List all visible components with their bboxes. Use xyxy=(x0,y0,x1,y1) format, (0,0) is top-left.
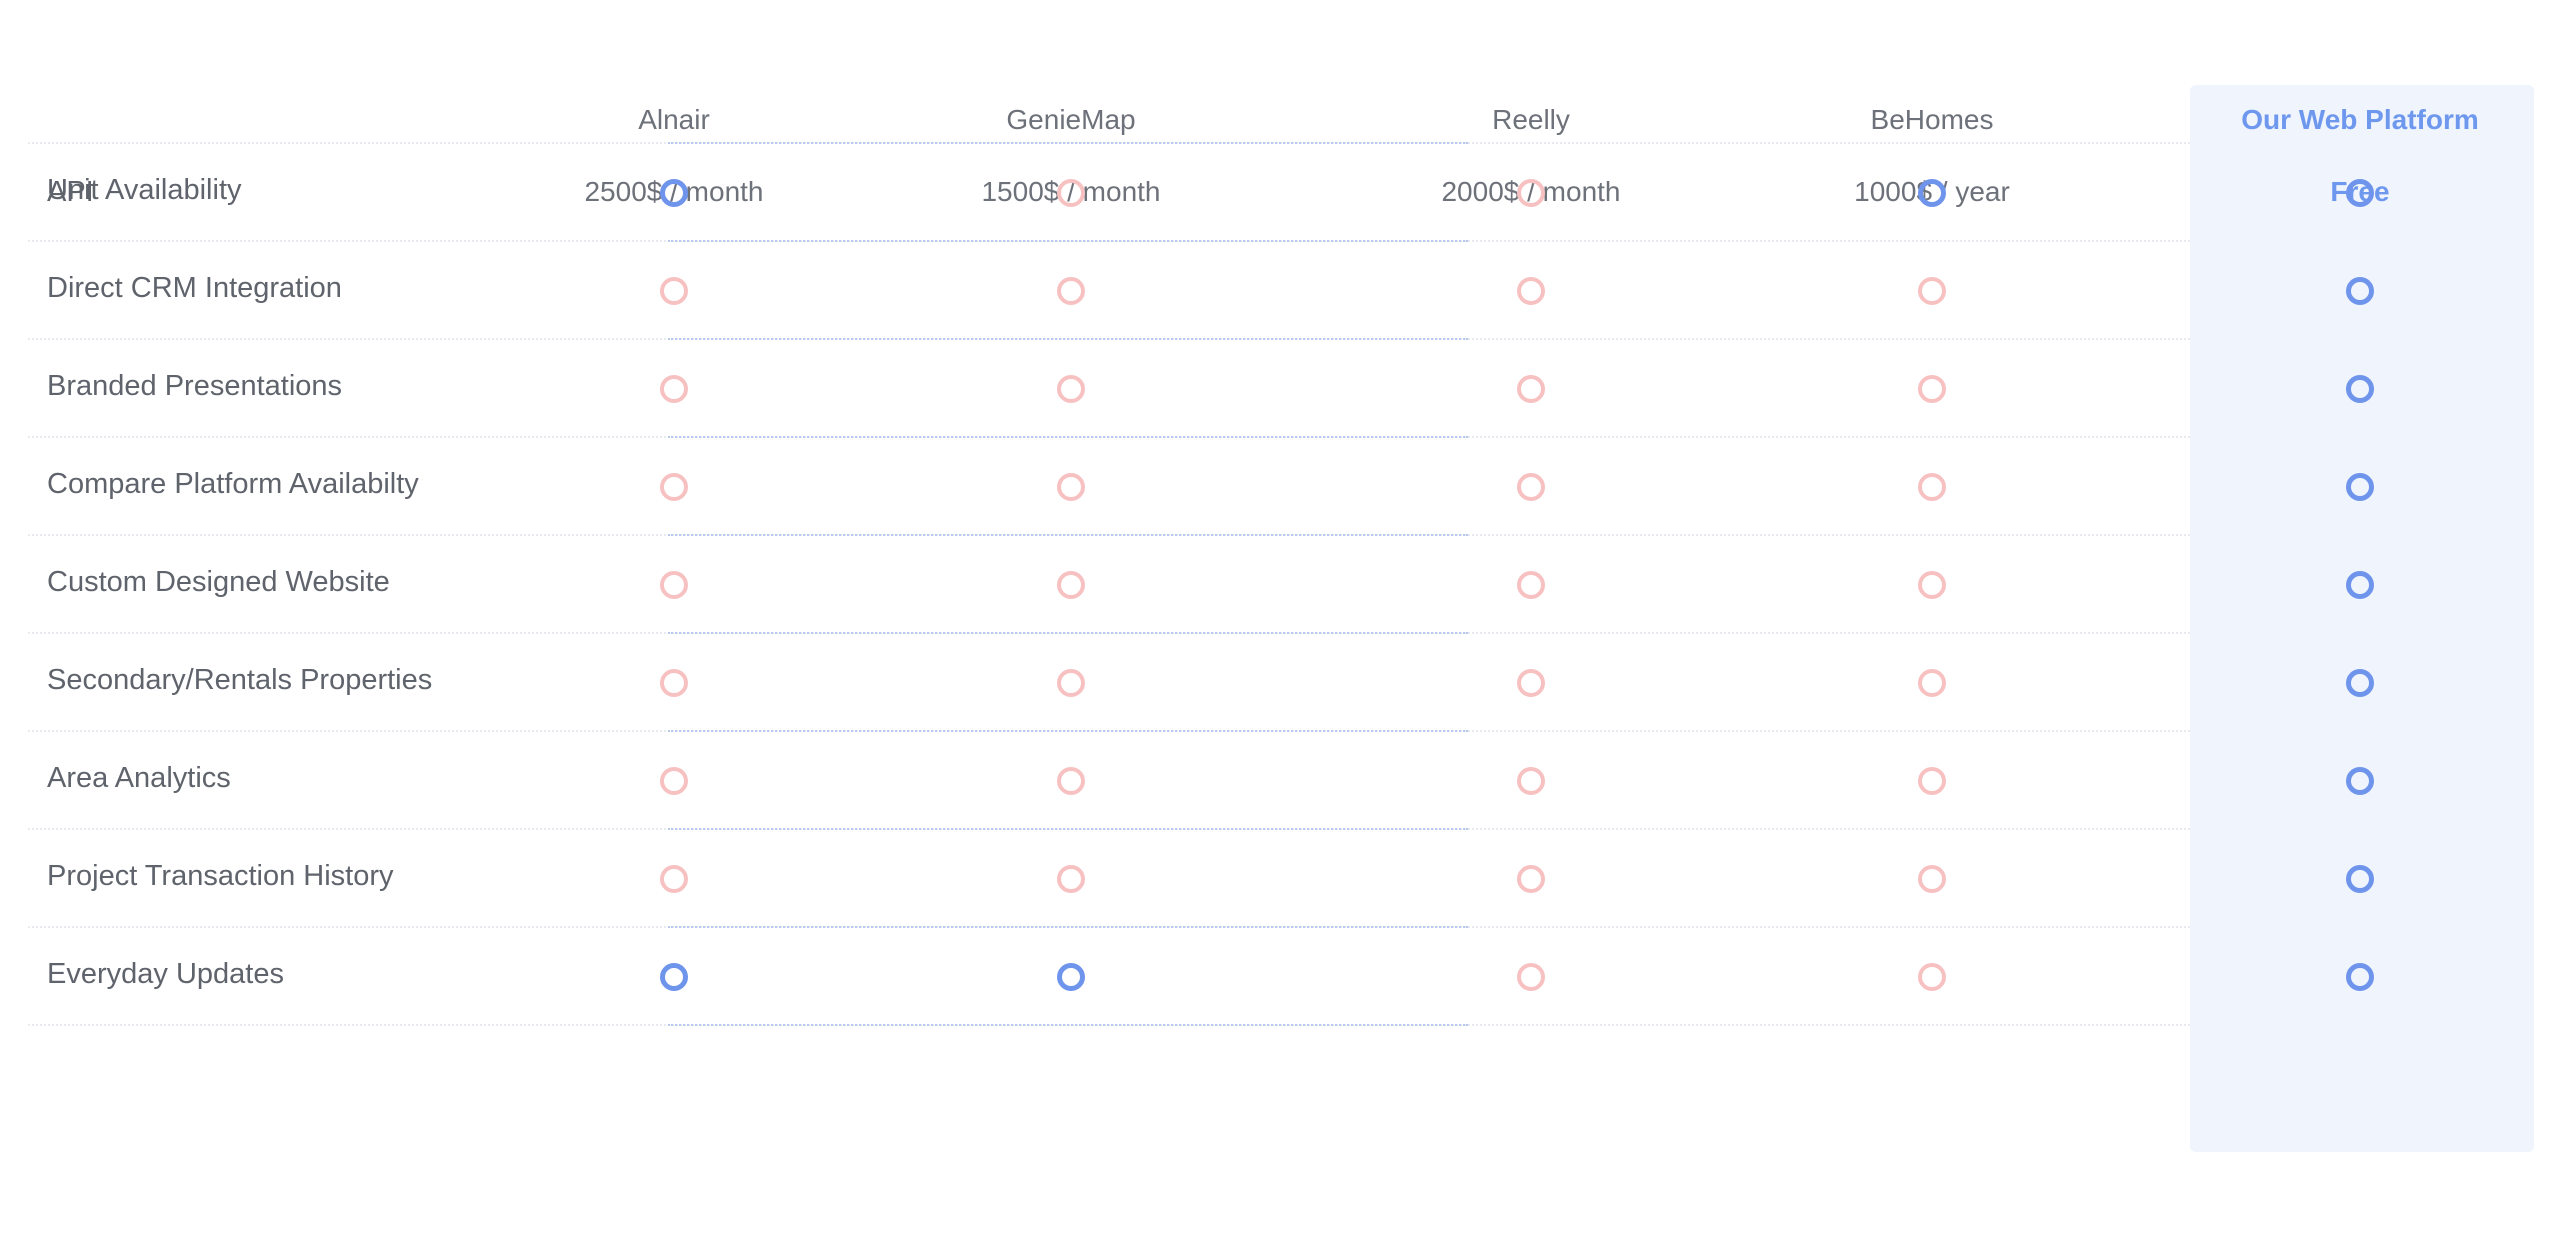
column-name-reelly: Reelly xyxy=(1492,104,1570,135)
feature-label: Branded Presentations xyxy=(47,370,343,402)
row-divider xyxy=(28,926,2190,928)
excluded-circle-icon-reelly xyxy=(1517,375,1545,403)
excluded-circle-icon-reelly xyxy=(1517,865,1545,893)
excluded-circle-icon-alnair xyxy=(660,767,688,795)
excluded-circle-icon-behomes xyxy=(1918,767,1946,795)
excluded-circle-icon-reelly xyxy=(1517,767,1545,795)
excluded-circle-icon-alnair xyxy=(660,375,688,403)
row-divider xyxy=(28,534,2190,536)
included-circle-icon-our-web-platform xyxy=(2346,571,2374,599)
excluded-circle-icon-behomes xyxy=(1918,865,1946,893)
included-circle-icon-alnair xyxy=(660,179,688,207)
feature-row xyxy=(28,438,2190,536)
feature-label: Custom Designed Website xyxy=(47,566,390,598)
excluded-circle-icon-geniemap xyxy=(1057,669,1085,697)
row-divider xyxy=(28,46,2190,144)
included-circle-icon-our-web-platform xyxy=(2346,669,2374,697)
excluded-circle-icon-geniemap xyxy=(1057,179,1085,207)
excluded-circle-icon-reelly xyxy=(1517,277,1545,305)
feature-label: Area Analytics xyxy=(47,762,231,794)
row-divider xyxy=(28,240,2190,242)
excluded-circle-icon-geniemap xyxy=(1057,473,1085,501)
excluded-circle-icon-reelly xyxy=(1517,963,1545,991)
highlighted-column-background xyxy=(2190,85,2534,1152)
feature-label: Everyday Updates xyxy=(47,958,284,990)
column-name-behomes: BeHomes xyxy=(1870,104,1994,135)
included-circle-icon-geniemap xyxy=(1057,963,1085,991)
excluded-circle-icon-alnair xyxy=(660,277,688,305)
row-divider xyxy=(28,436,2190,438)
included-circle-icon-our-web-platform xyxy=(2346,963,2374,991)
included-circle-icon-behomes xyxy=(1918,179,1946,207)
included-circle-icon-our-web-platform xyxy=(2346,865,2374,893)
included-circle-icon-alnair xyxy=(660,963,688,991)
excluded-circle-icon-reelly xyxy=(1517,179,1545,207)
feature-row xyxy=(28,144,2190,242)
excluded-circle-icon-behomes xyxy=(1918,669,1946,697)
feature-row xyxy=(28,536,2190,634)
excluded-circle-icon-geniemap xyxy=(1057,571,1085,599)
included-circle-icon-our-web-platform xyxy=(2346,767,2374,795)
api-row-label: API xyxy=(47,176,94,208)
column-name-geniemap: GenieMap xyxy=(1006,104,1136,135)
feature-label: Project Transaction History xyxy=(47,860,394,892)
excluded-circle-icon-alnair xyxy=(660,865,688,893)
feature-label: Unit Availability xyxy=(47,174,242,206)
excluded-circle-icon-behomes xyxy=(1918,963,1946,991)
included-circle-icon-our-web-platform xyxy=(2346,277,2374,305)
excluded-circle-icon-behomes xyxy=(1918,277,1946,305)
feature-label: Compare Platform Availabilty xyxy=(47,468,419,500)
feature-row xyxy=(28,340,2190,438)
excluded-circle-icon-behomes xyxy=(1918,473,1946,501)
excluded-circle-icon-behomes xyxy=(1918,571,1946,599)
row-divider xyxy=(28,1024,2190,1026)
feature-row xyxy=(28,830,2190,928)
included-circle-icon-our-web-platform xyxy=(2346,375,2374,403)
excluded-circle-icon-reelly xyxy=(1517,473,1545,501)
excluded-circle-icon-alnair xyxy=(660,473,688,501)
excluded-circle-icon-alnair xyxy=(660,571,688,599)
excluded-circle-icon-geniemap xyxy=(1057,865,1085,893)
feature-label: Secondary/Rentals Properties xyxy=(47,664,433,696)
row-divider xyxy=(28,828,2190,830)
excluded-circle-icon-geniemap xyxy=(1057,767,1085,795)
row-divider xyxy=(28,338,2190,340)
feature-label: Direct CRM Integration xyxy=(47,272,342,304)
feature-row xyxy=(28,928,2190,1026)
included-circle-icon-our-web-platform xyxy=(2346,179,2374,207)
excluded-circle-icon-reelly xyxy=(1517,669,1545,697)
excluded-circle-icon-geniemap xyxy=(1057,375,1085,403)
feature-row xyxy=(28,732,2190,830)
excluded-circle-icon-behomes xyxy=(1918,375,1946,403)
feature-row xyxy=(28,634,2190,732)
row-divider xyxy=(28,632,2190,634)
excluded-circle-icon-alnair xyxy=(660,669,688,697)
feature-row xyxy=(28,242,2190,340)
row-divider xyxy=(28,730,2190,732)
column-name-our-web-platform: Our Web Platform xyxy=(2241,104,2479,135)
column-name-alnair: Alnair xyxy=(638,104,710,135)
included-circle-icon-our-web-platform xyxy=(2346,473,2374,501)
excluded-circle-icon-geniemap xyxy=(1057,277,1085,305)
excluded-circle-icon-reelly xyxy=(1517,571,1545,599)
